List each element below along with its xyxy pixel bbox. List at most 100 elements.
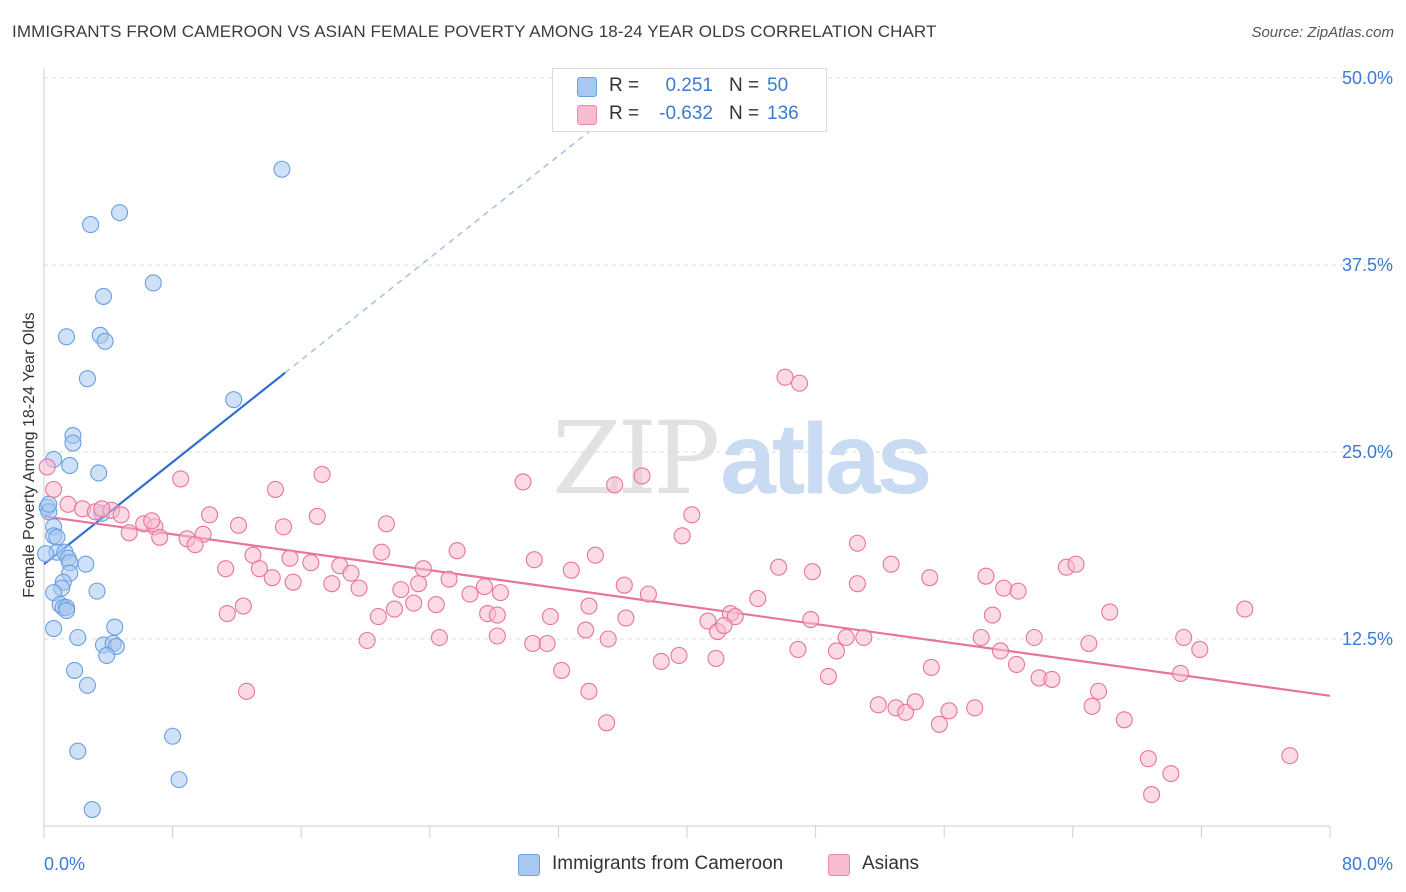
- point-asians: [940, 702, 958, 720]
- x-tick-label-max: 80.0%: [1342, 854, 1393, 874]
- point-asians: [580, 682, 598, 700]
- point-asians: [448, 542, 466, 560]
- point-cameroon: [111, 204, 129, 222]
- point-asians: [1083, 697, 1101, 715]
- y-tick-label: 12.5%: [1342, 629, 1393, 649]
- point-asians: [1162, 765, 1180, 783]
- point-asians: [615, 576, 633, 594]
- point-asians: [882, 555, 900, 573]
- point-asians: [201, 506, 219, 524]
- point-asians: [562, 561, 580, 579]
- point-asians: [699, 612, 717, 630]
- point-asians: [906, 693, 924, 711]
- point-asians: [514, 473, 532, 491]
- point-cameroon: [77, 555, 95, 573]
- point-asians: [342, 564, 360, 582]
- point-asians: [538, 634, 556, 653]
- point-asians: [1143, 786, 1161, 804]
- point-asians: [59, 495, 77, 513]
- point-asians: [580, 597, 598, 615]
- point-asians: [715, 616, 733, 635]
- point-asians: [229, 516, 248, 534]
- legend-n-value: 136: [767, 103, 799, 124]
- axes: [43, 68, 1331, 838]
- point-asians: [827, 642, 846, 660]
- point-asians: [385, 600, 403, 618]
- point-asians: [770, 558, 788, 576]
- legend-n-value: 50: [767, 75, 789, 96]
- point-asians: [151, 528, 169, 546]
- point-cameroon: [273, 160, 291, 178]
- point-asians: [749, 590, 767, 608]
- point-cameroon: [45, 619, 63, 638]
- point-cameroon: [78, 370, 96, 388]
- point-asians: [237, 682, 256, 700]
- point-asians: [491, 584, 510, 602]
- point-asians: [966, 699, 984, 717]
- point-cameroon: [57, 602, 76, 620]
- point-asians: [848, 575, 866, 593]
- legend-label-asians: Asians: [862, 853, 920, 874]
- point-asians: [112, 506, 130, 524]
- trend-lines: [43, 129, 1331, 697]
- point-cameroon: [144, 274, 162, 292]
- point-asians: [525, 551, 543, 569]
- correlation-legend: R = 0.251 N = 50 R = -0.632 N = 136: [552, 68, 827, 132]
- point-asians: [120, 524, 138, 542]
- point-asians: [553, 661, 571, 679]
- point-asians: [848, 534, 866, 552]
- point-asians: [606, 476, 624, 494]
- point-asians: [186, 536, 204, 554]
- point-asians: [1089, 682, 1108, 700]
- point-asians: [313, 465, 331, 483]
- point-asians: [577, 621, 595, 639]
- point-asians: [930, 715, 948, 733]
- legend-r-label: R =: [609, 75, 640, 96]
- point-asians: [218, 605, 236, 623]
- point-asians: [673, 527, 691, 545]
- point-asians: [802, 611, 820, 629]
- point-asians: [414, 560, 432, 578]
- point-cameroon: [96, 332, 114, 350]
- point-asians: [983, 606, 1001, 624]
- point-asians: [266, 480, 285, 498]
- point-asians: [726, 608, 744, 626]
- point-asians: [440, 570, 458, 588]
- point-asians: [1139, 750, 1157, 768]
- point-asians: [1025, 628, 1043, 647]
- point-asians: [284, 573, 302, 591]
- legend-label-cameroon: Immigrants from Cameroon: [552, 853, 784, 874]
- point-asians: [373, 543, 391, 561]
- point-asians: [524, 634, 542, 653]
- point-asians: [358, 631, 376, 650]
- point-asians: [172, 470, 190, 488]
- point-asians: [392, 581, 410, 599]
- legend-swatch-asians: [577, 105, 597, 125]
- point-cameroon: [82, 216, 100, 234]
- point-asians: [837, 628, 855, 647]
- point-asians: [633, 467, 651, 485]
- point-asians: [639, 585, 657, 603]
- legend-swatch-cameroon: [518, 854, 540, 876]
- point-asians: [409, 575, 428, 593]
- point-asians: [369, 608, 387, 626]
- point-asians: [1236, 600, 1254, 618]
- y-tick-label: 37.5%: [1342, 255, 1393, 275]
- watermark-atlas: atlas: [720, 403, 932, 515]
- point-asians: [461, 585, 479, 603]
- point-asians: [1101, 603, 1119, 621]
- point-asians: [855, 628, 873, 647]
- trend-line-cameroon-extension: [284, 129, 591, 374]
- point-cameroon: [69, 742, 87, 760]
- point-asians: [377, 515, 395, 533]
- point-asians: [1281, 747, 1299, 765]
- trend-line-asians: [43, 515, 1331, 697]
- point-cameroon: [40, 495, 58, 513]
- point-cameroon: [78, 676, 96, 694]
- point-asians: [991, 642, 1010, 660]
- point-asians: [869, 696, 887, 714]
- y-tick-label: 25.0%: [1342, 442, 1393, 462]
- point-asians: [1191, 640, 1209, 659]
- point-asians: [670, 646, 688, 665]
